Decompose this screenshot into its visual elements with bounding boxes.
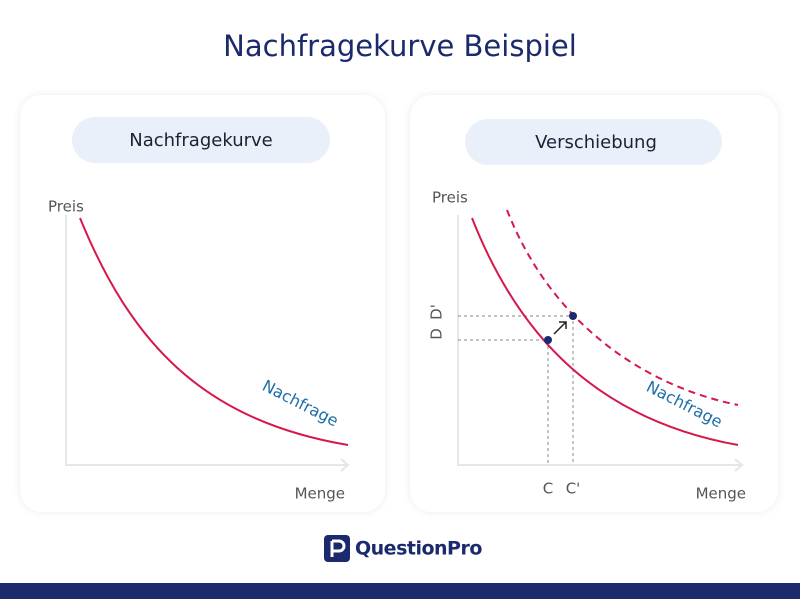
pill (465, 119, 722, 165)
card (20, 95, 385, 512)
shift-arrow (553, 321, 567, 335)
point (544, 336, 552, 344)
x-axis-label: Menge (295, 485, 345, 503)
panel-heading: Nachfragekurve (129, 130, 272, 151)
y-marker: D (428, 328, 446, 340)
y-axis-label: Preis (48, 198, 84, 216)
x-marker: C' (566, 480, 581, 498)
card (410, 95, 778, 512)
pill (72, 117, 330, 163)
logo-icon (324, 535, 350, 562)
y-axis-label: Preis (432, 189, 468, 207)
panel-heading: Verschiebung (535, 132, 657, 153)
title: Nachfragekurve Beispiel (223, 29, 577, 63)
logo-text: QuestionPro (355, 538, 482, 560)
axes (65, 215, 350, 472)
point (569, 312, 577, 320)
demand-curve (79, 217, 349, 446)
footer-bar (0, 583, 800, 599)
axes (457, 215, 744, 472)
x-marker: C (543, 480, 553, 498)
logo-glyph (330, 539, 346, 557)
x-axis-label: Menge (696, 485, 746, 503)
y-marker: D' (428, 304, 446, 320)
demand-curve (471, 217, 739, 446)
